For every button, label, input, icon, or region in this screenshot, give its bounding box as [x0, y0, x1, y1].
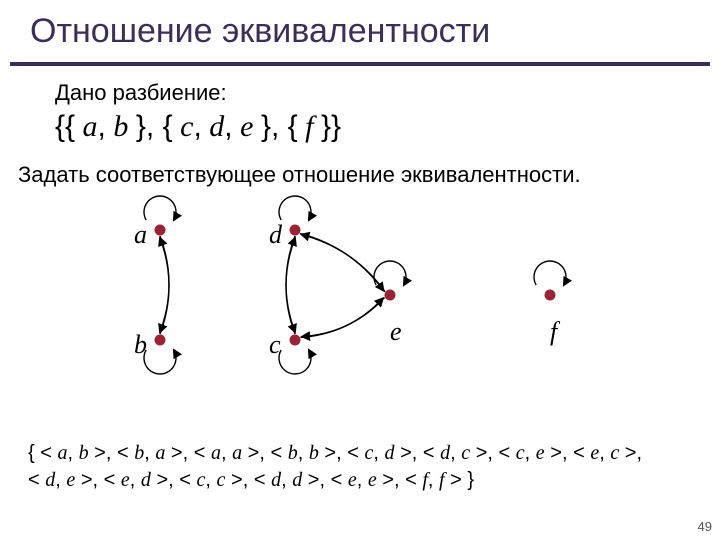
node-d: [290, 225, 300, 235]
node-b: [155, 335, 165, 345]
node-c: [290, 335, 300, 345]
node-label-e: e: [390, 317, 402, 347]
node-label-c: c: [269, 330, 281, 360]
answer-relation: { < a, b >, < b, a >, < a, a >, < b, b >…: [28, 440, 708, 494]
page-number: 49: [698, 519, 712, 534]
edge-b-a: [160, 238, 169, 334]
task-text: Задать соответствующее отношение эквивал…: [18, 162, 581, 188]
selfloop-f: [534, 261, 566, 285]
selfloop-e: [374, 261, 406, 285]
partition-set: {{ a, b }, { c, d, e }, { f }}: [55, 110, 341, 144]
edge-c-e: [300, 298, 382, 337]
node-label-a: a: [134, 220, 147, 250]
selfloop-a: [144, 196, 176, 220]
equivalence-diagram: a b d c e f: [60, 195, 660, 425]
title-underline: [10, 62, 710, 66]
selfloop-b: [144, 350, 176, 374]
node-label-f: f: [550, 317, 557, 347]
edge-e-d: [302, 235, 385, 292]
node-label-d: d: [269, 220, 282, 250]
slide-title: Отношение эквивалентности: [30, 12, 490, 51]
node-a: [155, 225, 165, 235]
node-label-b: b: [134, 330, 147, 360]
subtitle: Дано разбиение:: [55, 80, 227, 106]
node-f: [545, 290, 555, 300]
edge-d-e: [300, 233, 383, 290]
node-e: [385, 290, 395, 300]
selfloop-c: [279, 350, 311, 374]
edge-d-c: [286, 236, 295, 332]
selfloop-d: [279, 196, 311, 220]
edge-e-c: [302, 298, 384, 337]
